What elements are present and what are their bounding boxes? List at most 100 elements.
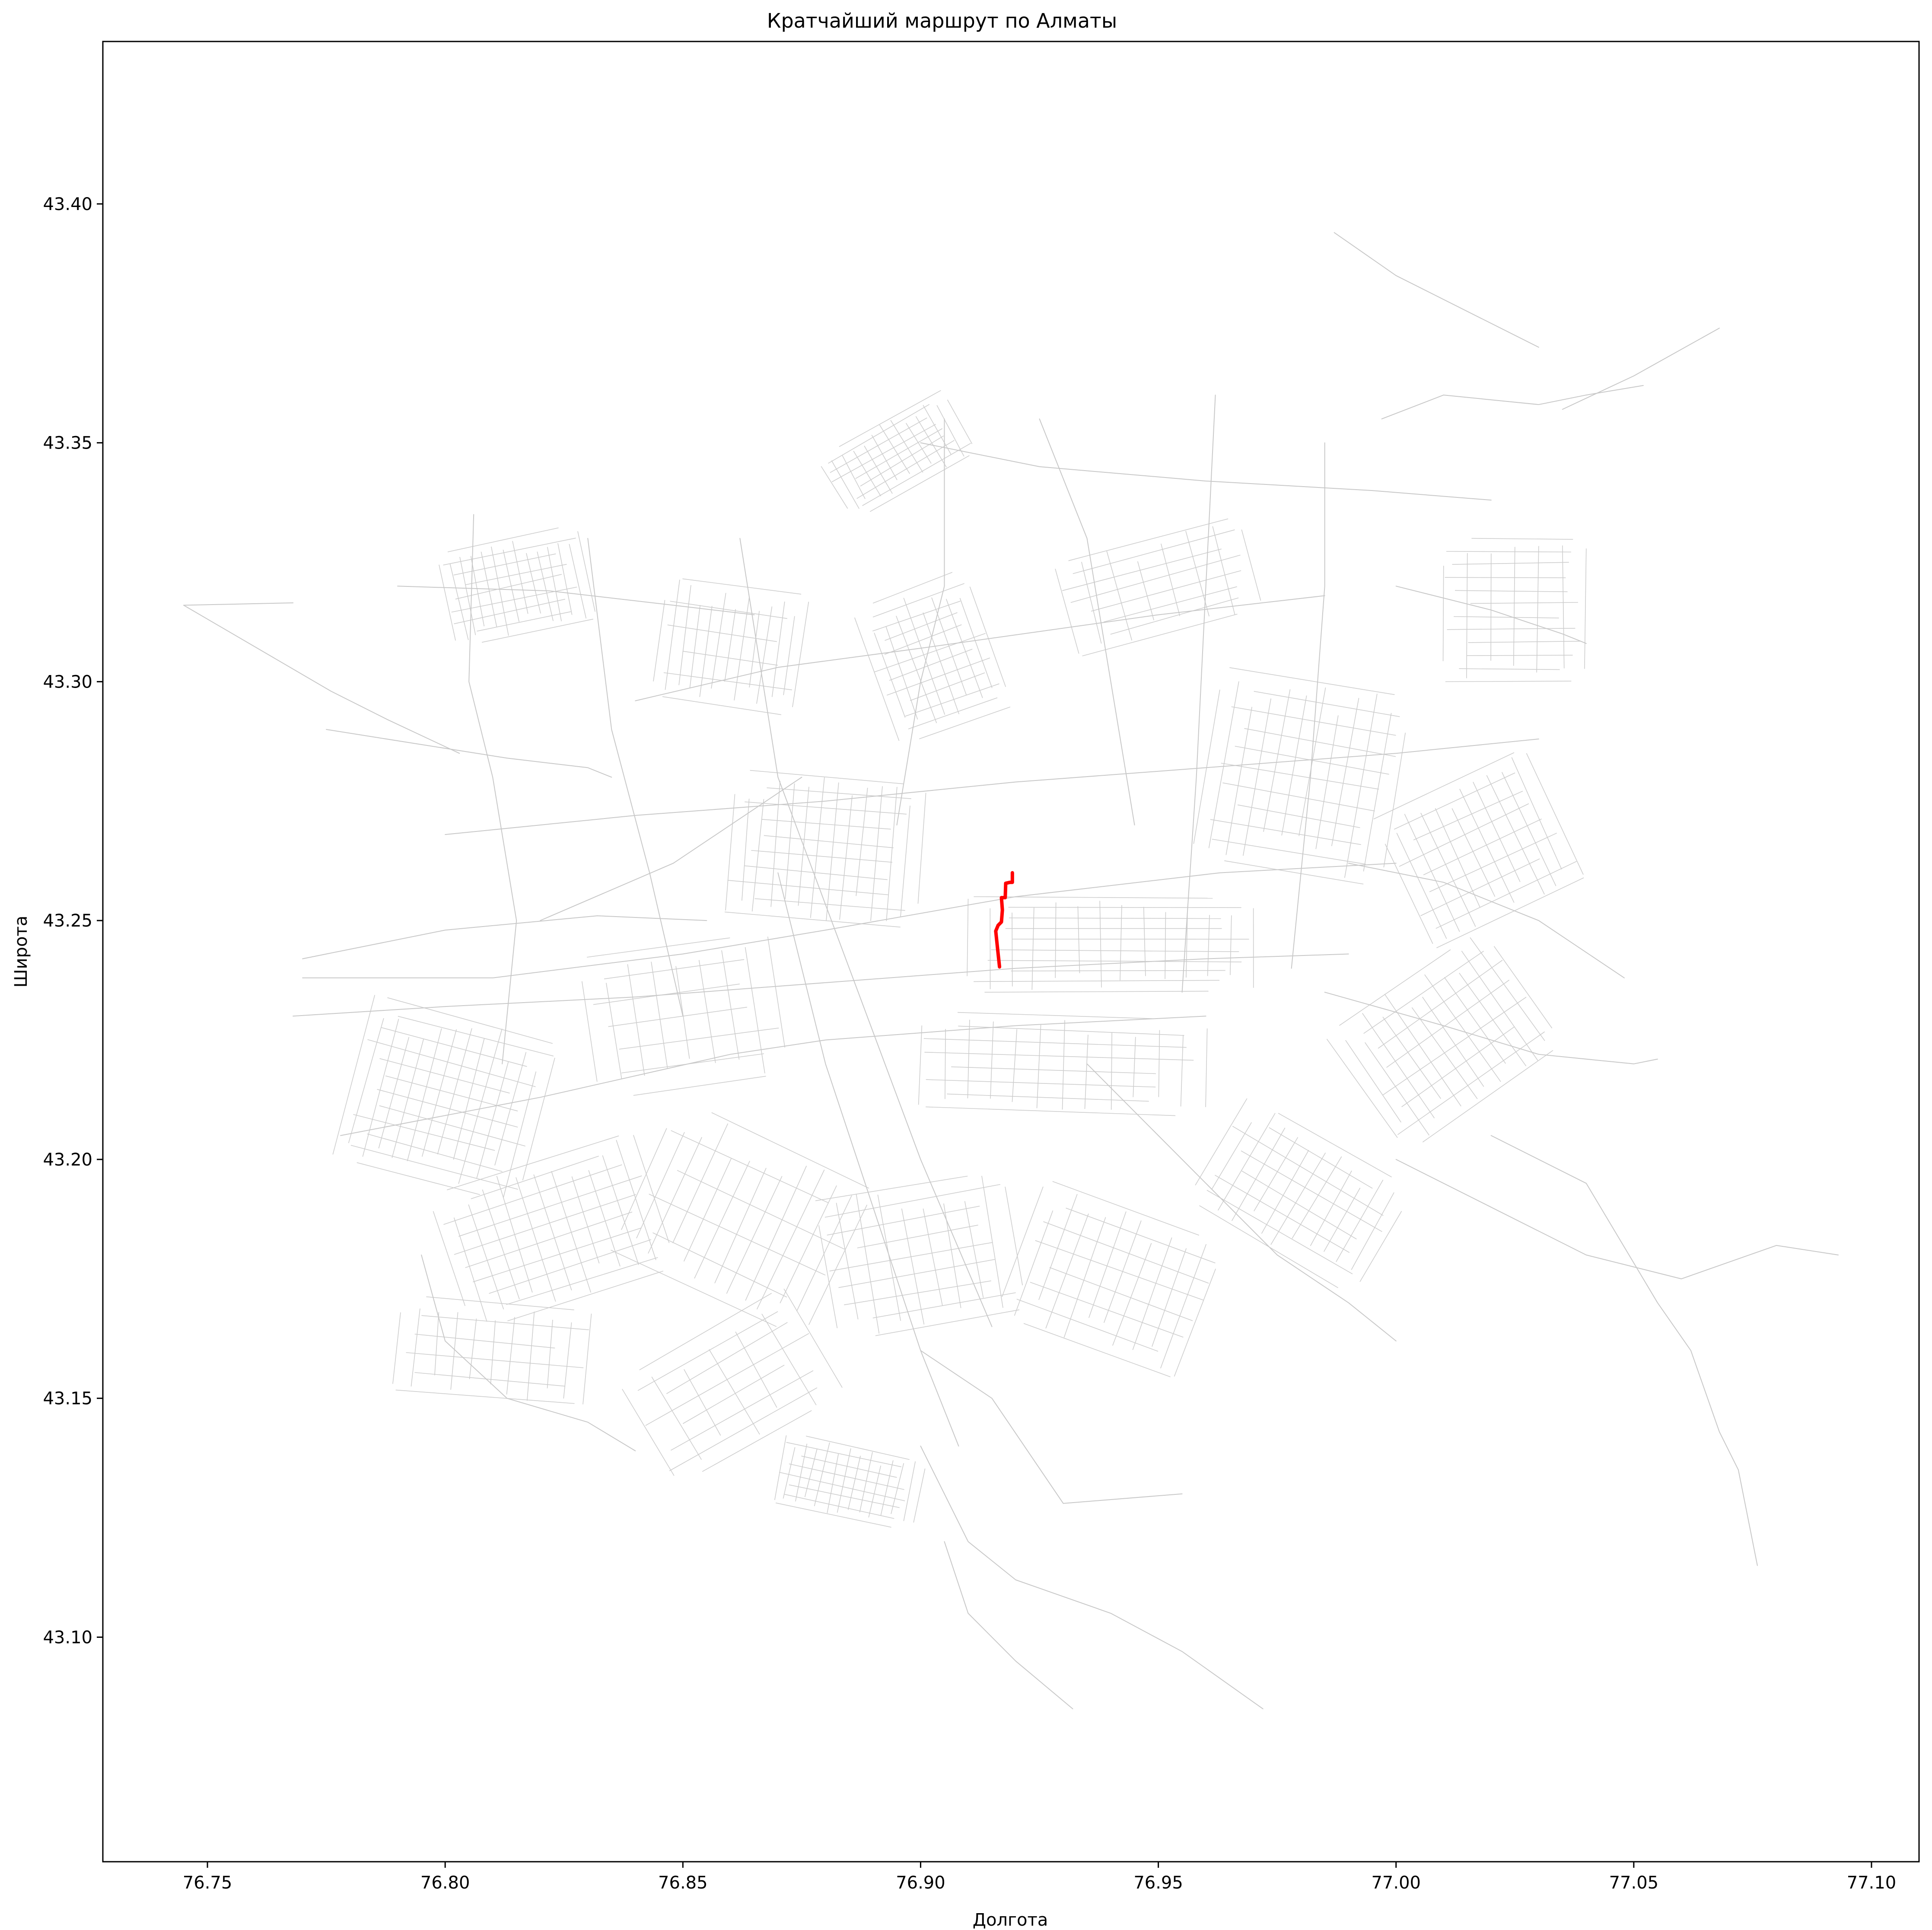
street-segment: [637, 1311, 778, 1391]
road-segment: [1324, 991, 1658, 1064]
street-segment: [926, 1106, 1176, 1116]
street-segment: [924, 1051, 1194, 1061]
street-segment: [627, 964, 645, 1076]
street-segment: [1445, 577, 1566, 578]
street-segment: [779, 1471, 905, 1501]
street-segment: [874, 633, 906, 718]
road-segment: [326, 729, 612, 778]
street-segment: [1444, 977, 1506, 1064]
street-segment: [450, 1312, 458, 1390]
street-segment: [414, 1334, 555, 1349]
street-segment: [458, 1175, 642, 1237]
street-segment: [1436, 877, 1584, 949]
street-segment: [563, 1322, 572, 1399]
street-segment: [662, 696, 781, 715]
street-segment: [477, 611, 571, 632]
street-segment: [836, 1203, 859, 1320]
street-segment: [856, 440, 955, 499]
street-segment: [421, 1315, 589, 1331]
street-segment: [804, 1449, 818, 1497]
street-segment: [854, 617, 900, 741]
street-segment: [871, 435, 898, 481]
street-segment: [750, 770, 904, 784]
street-segment: [362, 1019, 399, 1157]
street-segment: [1152, 1248, 1187, 1347]
street-segment: [672, 1123, 729, 1243]
street-segment: [1435, 861, 1577, 929]
street-segment: [1103, 586, 1237, 623]
street-segment: [1055, 568, 1079, 654]
road-segment: [1086, 1063, 1397, 1341]
street-segment: [426, 1296, 574, 1310]
street-segment: [663, 672, 793, 691]
street-segment: [1468, 640, 1581, 643]
street-segment: [526, 553, 541, 614]
street-segment: [1461, 950, 1538, 1061]
street-segment: [857, 1225, 978, 1248]
street-segment: [725, 794, 735, 911]
street-segment: [891, 1463, 904, 1514]
street-segment: [767, 936, 786, 1048]
street-segment: [1269, 1127, 1373, 1189]
street-segment: [910, 672, 985, 701]
street-segment: [449, 563, 469, 640]
street-segment: [439, 564, 456, 641]
street-segment: [678, 585, 691, 685]
street-segment: [789, 1484, 900, 1508]
street-segment: [1217, 1113, 1276, 1211]
street-segment: [604, 959, 745, 980]
road-segment: [896, 418, 945, 826]
street-segment: [1513, 547, 1515, 666]
street-segment: [1035, 1240, 1204, 1301]
street-segment: [1263, 689, 1291, 832]
street-segment: [1221, 763, 1379, 790]
street-segment: [1292, 1156, 1342, 1239]
street-segment: [1278, 1113, 1392, 1178]
street-segment: [1132, 1237, 1172, 1350]
street-segment: [1206, 1190, 1353, 1274]
street-segment: [377, 1089, 518, 1128]
street-segment: [874, 633, 986, 672]
street-segment: [818, 1225, 838, 1328]
street-segment: [1049, 1267, 1193, 1322]
street-segment: [958, 1026, 1184, 1036]
street-segment: [503, 1071, 537, 1198]
street-segment: [990, 1021, 994, 1099]
street-segment: [470, 556, 485, 627]
street-segment: [1413, 790, 1523, 841]
street-segment: [864, 446, 893, 494]
street-segment: [789, 1463, 904, 1490]
street-segment: [1008, 907, 1241, 908]
street-segment: [1493, 946, 1553, 1029]
road-segment: [421, 1255, 636, 1452]
street-segment: [1336, 1179, 1384, 1262]
plot-frame: [102, 41, 1920, 1863]
street-segment: [923, 612, 960, 714]
street-segment: [1073, 529, 1235, 574]
street-segment: [945, 1029, 946, 1099]
street-segment: [908, 697, 998, 729]
street-segment: [879, 424, 910, 474]
street-segment: [537, 551, 554, 621]
street-segment: [806, 1436, 910, 1460]
street-segment: [1345, 1040, 1402, 1123]
street-segment: [714, 1168, 767, 1283]
street-segment: [828, 404, 930, 464]
road-network-layer: [183, 232, 1839, 1710]
road-segment: [587, 538, 684, 1017]
street-segment: [1070, 554, 1241, 603]
street-segment: [414, 1372, 566, 1387]
street-segment: [454, 599, 565, 624]
x-tick-label: 76.85: [658, 1873, 708, 1893]
street-segment: [957, 1012, 1154, 1019]
street-segment: [856, 787, 868, 896]
street-segment: [886, 787, 898, 921]
street-segment: [742, 799, 750, 901]
y-tick-label: 43.20: [43, 1150, 92, 1170]
street-segment: [987, 960, 1242, 962]
street-segment: [770, 780, 781, 907]
street-segment: [1562, 545, 1565, 669]
street-segment: [1422, 1050, 1553, 1143]
street-segment: [884, 624, 962, 655]
road-segment: [302, 915, 707, 959]
